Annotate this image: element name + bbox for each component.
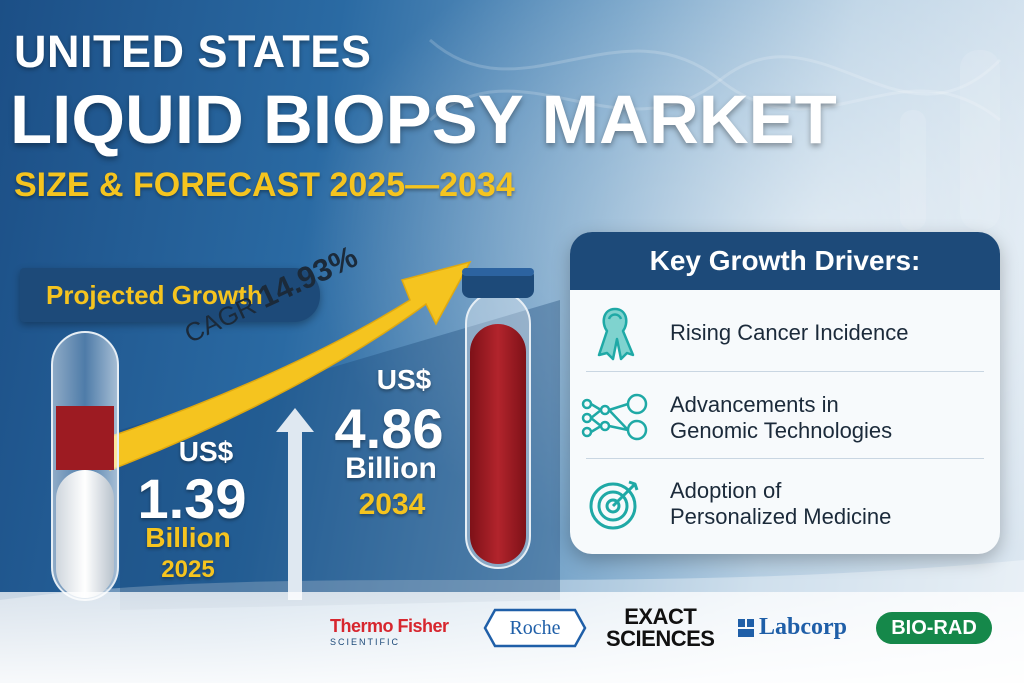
labcorp-logo: Labcorp bbox=[736, 614, 847, 641]
value-2034-amount: 4.86 bbox=[334, 397, 444, 460]
driver-3-line-2: Personalized Medicine bbox=[670, 504, 892, 529]
labcorp-mark-icon bbox=[738, 618, 754, 637]
title-line-2: LIQUID BIOPSY MARKET bbox=[10, 81, 837, 158]
roche-logo: Roche bbox=[483, 608, 587, 648]
driver-item-3-label: Adoption of Personalized Medicine bbox=[660, 478, 891, 530]
driver-item-2-label: Advancements in Genomic Technologies bbox=[660, 392, 892, 444]
value-2025-amount: 1.39 bbox=[137, 467, 247, 530]
exact-sciences-line-1: EXACT bbox=[624, 604, 697, 629]
network-icon bbox=[581, 393, 648, 441]
growth-drivers-card: Key Growth Drivers: Rising Cancer Incide… bbox=[570, 232, 1000, 554]
test-tube-2034-icon bbox=[462, 268, 534, 569]
title-line-3: SIZE & FORECAST 2025—2034 bbox=[14, 166, 515, 204]
value-2025-currency: US$ bbox=[178, 436, 234, 467]
driver-2-line-1: Advancements in bbox=[670, 392, 839, 417]
exact-sciences-line-2: SCIENCES bbox=[606, 626, 715, 651]
driver-3-line-1: Adoption of bbox=[670, 478, 782, 503]
projected-growth-badge: Projected Growth bbox=[20, 268, 320, 322]
title-line-1: UNITED STATES bbox=[14, 26, 372, 77]
driver-item-1-label: Rising Cancer Incidence bbox=[660, 320, 908, 346]
exact-sciences-logo: EXACT SCIENCES bbox=[606, 604, 715, 651]
driver-item-genomic-technologies: Advancements in Genomic Technologies bbox=[570, 382, 1000, 454]
thermo-fisher-logo: Thermo Fisher SCIENTIFIC bbox=[330, 616, 449, 647]
driver-2-line-2: Genomic Technologies bbox=[670, 418, 893, 443]
bio-rad-logo: BIO-RAD bbox=[876, 612, 992, 644]
company-logos-strip: Thermo Fisher SCIENTIFIC Roche EXACT SCI… bbox=[0, 592, 1024, 683]
value-2034-unit: Billion bbox=[345, 452, 437, 485]
value-2025-unit: Billion bbox=[145, 522, 231, 553]
value-2034-currency: US$ bbox=[376, 364, 432, 395]
thermo-fisher-sub: SCIENTIFIC bbox=[330, 637, 401, 647]
divider bbox=[586, 458, 984, 459]
roche-hexagon-icon bbox=[483, 608, 587, 648]
thermo-fisher-name: Thermo Fisher bbox=[330, 616, 449, 636]
ribbon-icon bbox=[597, 307, 635, 361]
test-tube-2025-icon bbox=[51, 331, 119, 601]
value-2034-year: 2034 bbox=[358, 488, 426, 521]
roche-name: Roche bbox=[509, 617, 561, 639]
divider bbox=[586, 371, 984, 372]
driver-item-personalized-medicine: Adoption of Personalized Medicine bbox=[570, 468, 1000, 540]
growth-drivers-heading: Key Growth Drivers: bbox=[570, 232, 1000, 290]
labcorp-name: Labcorp bbox=[759, 614, 848, 640]
driver-1-line-1: Rising Cancer Incidence bbox=[670, 320, 909, 345]
driver-item-cancer-incidence: Rising Cancer Incidence bbox=[570, 300, 1000, 366]
target-icon bbox=[589, 480, 639, 530]
value-2025-year: 2025 bbox=[161, 556, 215, 583]
